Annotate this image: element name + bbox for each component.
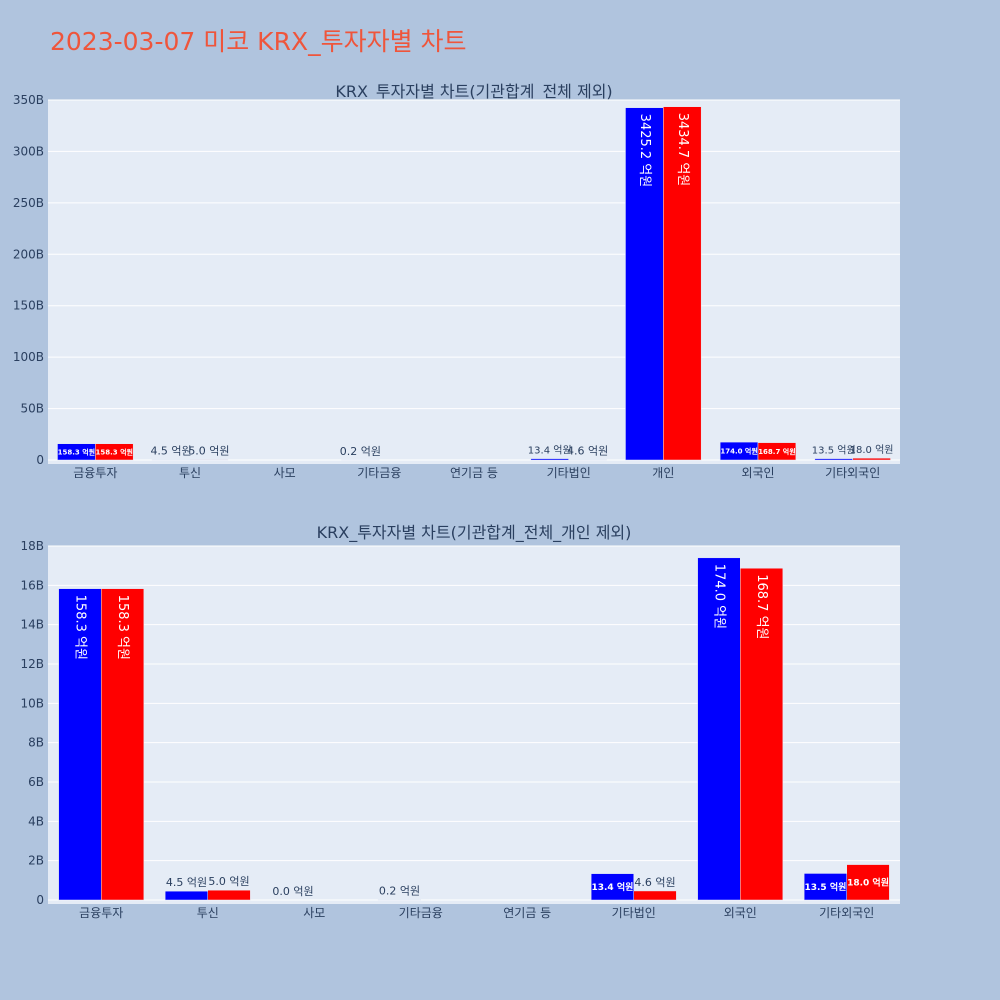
y-tick-label: 100B (13, 350, 44, 364)
bar-sell (803, 873, 848, 901)
bar-value-label: 4.5 억원 (166, 876, 207, 889)
x-tick-label: 사모 (303, 906, 325, 920)
bar-value-label: 13.5 억원 (804, 881, 846, 893)
y-tick-label: 18B (20, 539, 44, 553)
y-tick-label: 10B (20, 696, 44, 710)
bar-value-label: 18.0 억원 (850, 444, 894, 456)
bar-value-label: 4.6 억원 (634, 876, 675, 889)
bar-value-label: 3425.2 억원 (637, 114, 652, 188)
bar-value-label: 13.5 억원 (812, 445, 856, 457)
bar-buy (846, 864, 890, 901)
bar-sell (590, 873, 635, 901)
bar-value-label: 5.0 억원 (188, 444, 229, 457)
y-tick-label: 12B (20, 657, 44, 671)
y-tick-label: 0 (36, 893, 44, 907)
bar-buy (663, 106, 702, 461)
y-tick-label: 250B (13, 196, 44, 210)
page-title: 2023-03-07 미코 KRX_투자자별 차트 (50, 27, 467, 56)
bar-buy (740, 567, 784, 901)
bar-sell (625, 107, 664, 461)
bar-sell (814, 458, 853, 461)
y-tick-label: 350B (13, 93, 44, 107)
bar-value-label: 168.7 억원 (754, 574, 769, 639)
bar-buy (852, 457, 891, 461)
x-tick-label: 연기금 등 (503, 906, 551, 920)
bar-value-label: 158.3 억원 (58, 447, 95, 456)
bar-value-label: 13.4 억원 (528, 445, 572, 457)
y-tick-label: 16B (20, 578, 44, 592)
bar-chart-2: 0 2B 4B 6B 8B 10B 12B 14B 16B 18B 금융투자 158.3 억원 158.… (20, 539, 900, 920)
bar-value-label: 158.3 억원 (115, 595, 130, 660)
chart-title-1: KRX_투자자별 차트(기관합계_전체 제외) (335, 82, 613, 101)
bar-value-label: 4.5 억원 (150, 445, 191, 458)
y-tick-label: 6B (28, 775, 44, 789)
y-tick-label: 150B (13, 299, 44, 313)
x-tick-label: 기타법인 (612, 906, 656, 920)
bar-buy (633, 890, 677, 901)
bar-buy (95, 443, 134, 461)
bar-sell (697, 557, 741, 901)
y-tick-label: 8B (28, 736, 44, 750)
bar-value-label: 158.3 억원 (72, 595, 87, 660)
bar-value-label: 0.2 억원 (379, 885, 420, 898)
bar-sell (530, 458, 569, 461)
x-tick-label: 투신 (179, 466, 201, 480)
bar-value-label: 0.0 억원 (272, 885, 313, 898)
plot-area (48, 100, 900, 464)
x-tick-label: 투신 (197, 906, 219, 920)
x-tick-label: 기타금융 (399, 906, 443, 920)
y-tick-label: 0 (36, 453, 44, 467)
chart-title-2: KRX_투자자별 차트(기관합계_전체_개인 제외) (316, 523, 632, 542)
bar-value-label: 3434.7 억원 (675, 113, 690, 187)
bar-value-label: 13.4 억원 (591, 881, 633, 893)
x-tick-label: 사모 (274, 466, 296, 480)
bar-sell (164, 890, 208, 901)
bar-value-label: 174.0 억원 (711, 564, 726, 629)
x-tick-label: 기타외국인 (825, 466, 880, 480)
x-tick-label: 외국인 (741, 466, 774, 480)
bar-buy (207, 889, 251, 901)
y-tick-label: 2B (28, 854, 44, 868)
x-tick-label: 연기금 등 (450, 466, 498, 480)
bar-value-label: 168.7 억원 (758, 447, 795, 456)
x-tick-label: 기타법인 (547, 466, 591, 480)
x-tick-label: 기타외국인 (819, 906, 874, 920)
bar-sell (58, 588, 102, 901)
bar-value-label: 5.0 억원 (208, 875, 249, 888)
y-tick-label: 50B (20, 402, 44, 416)
x-tick-label: 외국인 (724, 906, 757, 920)
bar-value-label: 158.3 억원 (96, 447, 133, 456)
x-tick-label: 기타금융 (357, 466, 401, 480)
x-tick-label: 금융투자 (79, 906, 123, 920)
y-tick-label: 4B (28, 814, 44, 828)
bar-buy (757, 442, 797, 461)
y-tick-label: 300B (13, 144, 44, 158)
bar-value-label: 0.2 억원 (340, 445, 381, 458)
y-tick-label: 14B (20, 618, 44, 632)
x-tick-label: 금융투자 (73, 466, 117, 480)
x-tick-label: 개인 (652, 466, 674, 480)
y-tick-label: 200B (13, 247, 44, 261)
bar-value-label: 18.0 억원 (847, 876, 889, 888)
bar-value-label: 174.0 억원 (720, 447, 757, 456)
bar-chart-1: 0 50B 100B 150B 200B 250B 300B 350B 금융투자 158.3 억원… (13, 93, 900, 480)
bar-buy (101, 588, 145, 901)
bar-value-label: 4.6 억원 (567, 445, 608, 458)
bar-buy (189, 459, 229, 461)
